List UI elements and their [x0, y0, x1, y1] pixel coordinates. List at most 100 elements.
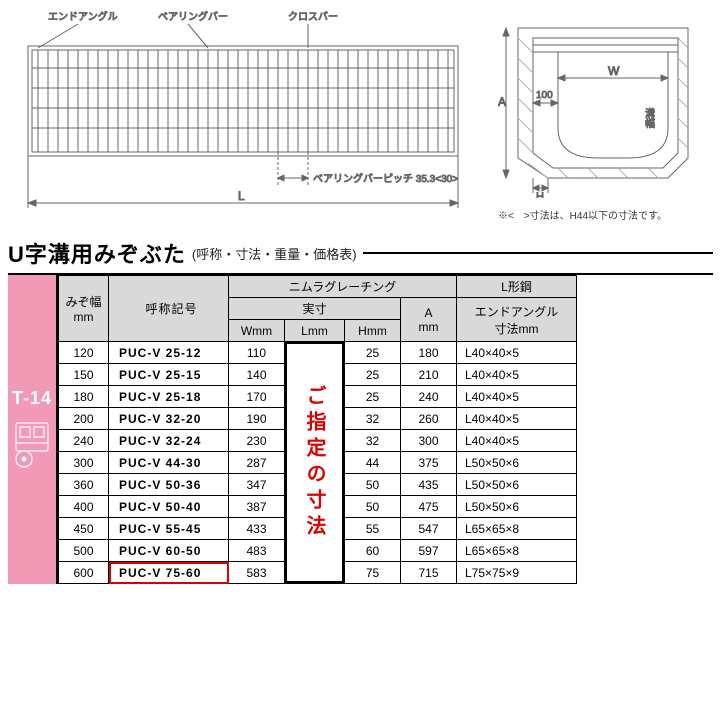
table-row: 120PUC-V 25-12110ご指定の寸法25180L40×40×5 [59, 342, 577, 364]
cell-mizo: 150 [59, 364, 109, 386]
cell-mizo: 200 [59, 408, 109, 430]
cell-ref: PUC-V 25-18 [109, 386, 229, 408]
th-jissun: 実寸 [229, 298, 401, 320]
th-lsteel: エンドアングル 寸法mm [457, 298, 577, 342]
cell-A: 180 [401, 342, 457, 364]
cell-A: 260 [401, 408, 457, 430]
cell-A: 210 [401, 364, 457, 386]
cell-W: 140 [229, 364, 285, 386]
label-100: 100 [536, 90, 553, 101]
title-main: U字溝用みぞぶた [8, 237, 186, 269]
cell-ref: PUC-V 32-24 [109, 430, 229, 452]
cell-lsteel: L65×65×8 [457, 518, 577, 540]
cell-A: 715 [401, 562, 457, 584]
grating-top-view: エンドアングル ベアリングバー クロスバー [8, 8, 488, 218]
cell-ref: PUC-V 50-40 [109, 496, 229, 518]
cell-A: 435 [401, 474, 457, 496]
th-L: Lmm [285, 320, 345, 342]
cell-H: 75 [345, 562, 401, 584]
label-cross-bar: クロスバー [288, 11, 338, 23]
cell-lsteel: L50×50×6 [457, 474, 577, 496]
cell-W: 483 [229, 540, 285, 562]
cell-A: 475 [401, 496, 457, 518]
cell-A: 375 [401, 452, 457, 474]
cell-ref: PUC-V 25-15 [109, 364, 229, 386]
cell-W: 583 [229, 562, 285, 584]
th-A: A mm [401, 298, 457, 342]
label-L: L [238, 189, 245, 203]
th-ref: 呼称記号 [109, 276, 229, 342]
cell-H: 32 [345, 430, 401, 452]
cell-mizo: 300 [59, 452, 109, 474]
table-container: みぞ幅 mm 呼称記号 ニムラグレーチング L形鋼 実寸 A mm エンドアング… [58, 275, 577, 584]
cell-H: 50 [345, 474, 401, 496]
th-H: Hmm [345, 320, 401, 342]
cell-H: 25 [345, 386, 401, 408]
cell-L-merged: ご指定の寸法 [285, 342, 345, 584]
cell-W: 433 [229, 518, 285, 540]
cell-W: 170 [229, 386, 285, 408]
label-mizo-width: 溝幅 [643, 107, 655, 129]
cell-ref: PUC-V 25-12 [109, 342, 229, 364]
diagram-left: エンドアングル ベアリングバー クロスバー [8, 8, 488, 223]
cell-mizo: 240 [59, 430, 109, 452]
cell-lsteel: L50×50×6 [457, 452, 577, 474]
cell-ref: PUC-V 75-60 [109, 562, 229, 584]
grating-section-view: A 100 W 溝幅 H [498, 8, 698, 198]
cell-mizo: 360 [59, 474, 109, 496]
cell-W: 190 [229, 408, 285, 430]
title-sub: (呼称・寸法・重量・価格表) [192, 244, 357, 263]
table-body: 120PUC-V 25-12110ご指定の寸法25180L40×40×5150P… [59, 342, 577, 584]
cell-H: 60 [345, 540, 401, 562]
cell-lsteel: L40×40×5 [457, 364, 577, 386]
cell-mizo: 600 [59, 562, 109, 584]
cell-mizo: 180 [59, 386, 109, 408]
diagram-row: エンドアングル ベアリングバー クロスバー [8, 8, 713, 223]
cell-A: 300 [401, 430, 457, 452]
cell-ref: PUC-V 60-50 [109, 540, 229, 562]
diagram-right: A 100 W 溝幅 H [498, 8, 698, 223]
cell-ref: PUC-V 50-36 [109, 474, 229, 496]
cell-W: 230 [229, 430, 285, 452]
cell-ref: PUC-V 55-45 [109, 518, 229, 540]
label-W: W [608, 64, 620, 78]
th-mizo: みぞ幅 mm [59, 276, 109, 342]
label-end-angle: エンドアングル [48, 10, 118, 23]
th-nimura: ニムラグレーチング [229, 276, 457, 298]
cell-lsteel: L65×65×8 [457, 540, 577, 562]
cell-mizo: 120 [59, 342, 109, 364]
cell-ref: PUC-V 44-30 [109, 452, 229, 474]
cell-lsteel: L40×40×5 [457, 430, 577, 452]
diagram-note: ※< >寸法は、H44以下の寸法です。 [498, 207, 698, 222]
cell-H: 25 [345, 364, 401, 386]
cell-lsteel: L40×40×5 [457, 386, 577, 408]
label-H: H [536, 191, 544, 198]
cell-lsteel: L40×40×5 [457, 408, 577, 430]
cell-H: 25 [345, 342, 401, 364]
cell-mizo: 400 [59, 496, 109, 518]
cell-H: 32 [345, 408, 401, 430]
cell-lsteel: L75×75×9 [457, 562, 577, 584]
cell-lsteel: L50×50×6 [457, 496, 577, 518]
th-W: Wmm [229, 320, 285, 342]
cell-W: 387 [229, 496, 285, 518]
cell-W: 347 [229, 474, 285, 496]
cell-W: 110 [229, 342, 285, 364]
side-tab-label: T-14 [12, 388, 52, 409]
truck-icon [14, 419, 50, 471]
cell-H: 50 [345, 496, 401, 518]
cell-H: 44 [345, 452, 401, 474]
l-overlay: ご指定の寸法 [285, 342, 344, 583]
cell-A: 240 [401, 386, 457, 408]
cell-A: 597 [401, 540, 457, 562]
cell-lsteel: L40×40×5 [457, 342, 577, 364]
cell-H: 55 [345, 518, 401, 540]
cell-W: 287 [229, 452, 285, 474]
title-row: U字溝用みぞぶた (呼称・寸法・重量・価格表) [8, 237, 713, 269]
label-bearing-pitch: ベアリングバーピッチ 35.3<30> [313, 172, 458, 185]
cell-ref: PUC-V 32-20 [109, 408, 229, 430]
label-A: A [498, 95, 506, 109]
label-bearing-bar: ベアリングバー [158, 10, 228, 23]
spec-table: みぞ幅 mm 呼称記号 ニムラグレーチング L形鋼 実寸 A mm エンドアング… [58, 275, 577, 584]
cell-mizo: 500 [59, 540, 109, 562]
